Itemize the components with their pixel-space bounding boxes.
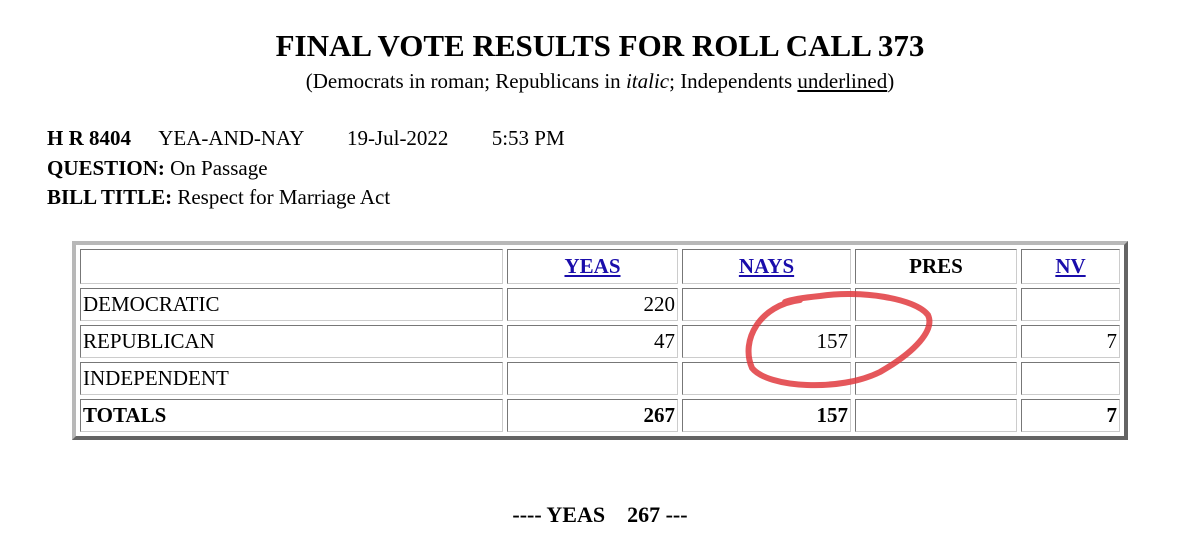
subtitle-underlined: underlined: [797, 69, 888, 93]
count-cell: [507, 362, 678, 395]
count-cell: 220: [507, 288, 678, 322]
question: On Passage: [170, 156, 268, 180]
row-label: INDEPENDENT: [80, 362, 503, 395]
header-cell: PRES: [855, 249, 1017, 285]
vote-time: 5:53 PM: [491, 126, 565, 150]
table-row: INDEPENDENT: [80, 362, 1120, 395]
count-cell: 157: [682, 325, 851, 359]
count-cell: 7: [1021, 399, 1120, 432]
column-link[interactable]: NAYS: [738, 254, 795, 279]
count-cell: [1021, 362, 1120, 395]
row-label: TOTALS: [80, 399, 503, 432]
header-row: YEAS NAYS PRES NV: [80, 249, 1120, 285]
column-link[interactable]: YEAS: [564, 254, 621, 279]
footer-suffix: ---: [665, 502, 688, 527]
table-body: YEAS NAYS PRES NV DEMOCRATIC 220 REPUBLICA…: [80, 249, 1120, 432]
subtitle: (Democrats in roman; Republicans in ital…: [0, 69, 1200, 94]
count-cell: [855, 362, 1017, 395]
question-label: QUESTION:: [47, 156, 165, 180]
count-cell: [682, 362, 851, 395]
subtitle-text: (Democrats in roman; Republicans in: [305, 69, 626, 93]
bill-title-label: BILL TITLE:: [47, 185, 173, 209]
vote-type: YEA-AND-NAY: [158, 126, 304, 150]
bill-title-line: BILL TITLE: Respect for Marriage Act: [47, 185, 390, 210]
table-row: DEMOCRATIC 220: [80, 288, 1120, 322]
header-cell: NAYS: [682, 249, 851, 285]
count-cell: [855, 325, 1017, 359]
header-cell: [80, 249, 503, 285]
subtitle-text: ; Independents: [669, 69, 798, 93]
question-line: QUESTION: On Passage: [47, 156, 268, 181]
count-cell: [855, 399, 1017, 432]
footer-label: ---- YEAS: [512, 502, 606, 527]
table-row: TOTALS 267 157 7: [80, 399, 1120, 432]
header-cell: YEAS: [507, 249, 678, 285]
footer-value: 267: [627, 502, 661, 527]
footer: ---- YEAS 267 ---: [0, 502, 1200, 528]
count-cell: 157: [682, 399, 851, 432]
results-table: YEAS NAYS PRES NV DEMOCRATIC 220 REPUBLICA…: [72, 241, 1128, 440]
title: FINAL VOTE RESULTS FOR ROLL CALL 373: [275, 28, 925, 63]
count-cell: [682, 288, 851, 322]
count-cell: [1021, 288, 1120, 322]
bill-number: H R 8404: [47, 126, 131, 150]
count-cell: [855, 288, 1017, 322]
row-label: DEMOCRATIC: [80, 288, 503, 322]
count-cell: 47: [507, 325, 678, 359]
count-cell: 7: [1021, 325, 1120, 359]
vote-date: 19-Jul-2022: [346, 126, 449, 150]
count-cell: 267: [507, 399, 678, 432]
subtitle-italic: italic: [625, 69, 670, 93]
vote-info: H R 8404 YEA-AND-NAY 19-Jul-2022 5:53 PM: [47, 126, 565, 151]
column-link[interactable]: NV: [1055, 254, 1086, 279]
subtitle-text: ): [887, 69, 895, 93]
row-label: REPUBLICAN: [80, 325, 503, 359]
bill-title: Respect for Marriage Act: [177, 185, 391, 209]
header-cell: NV: [1021, 249, 1120, 285]
table-row: REPUBLICAN 47 157 7: [80, 325, 1120, 359]
